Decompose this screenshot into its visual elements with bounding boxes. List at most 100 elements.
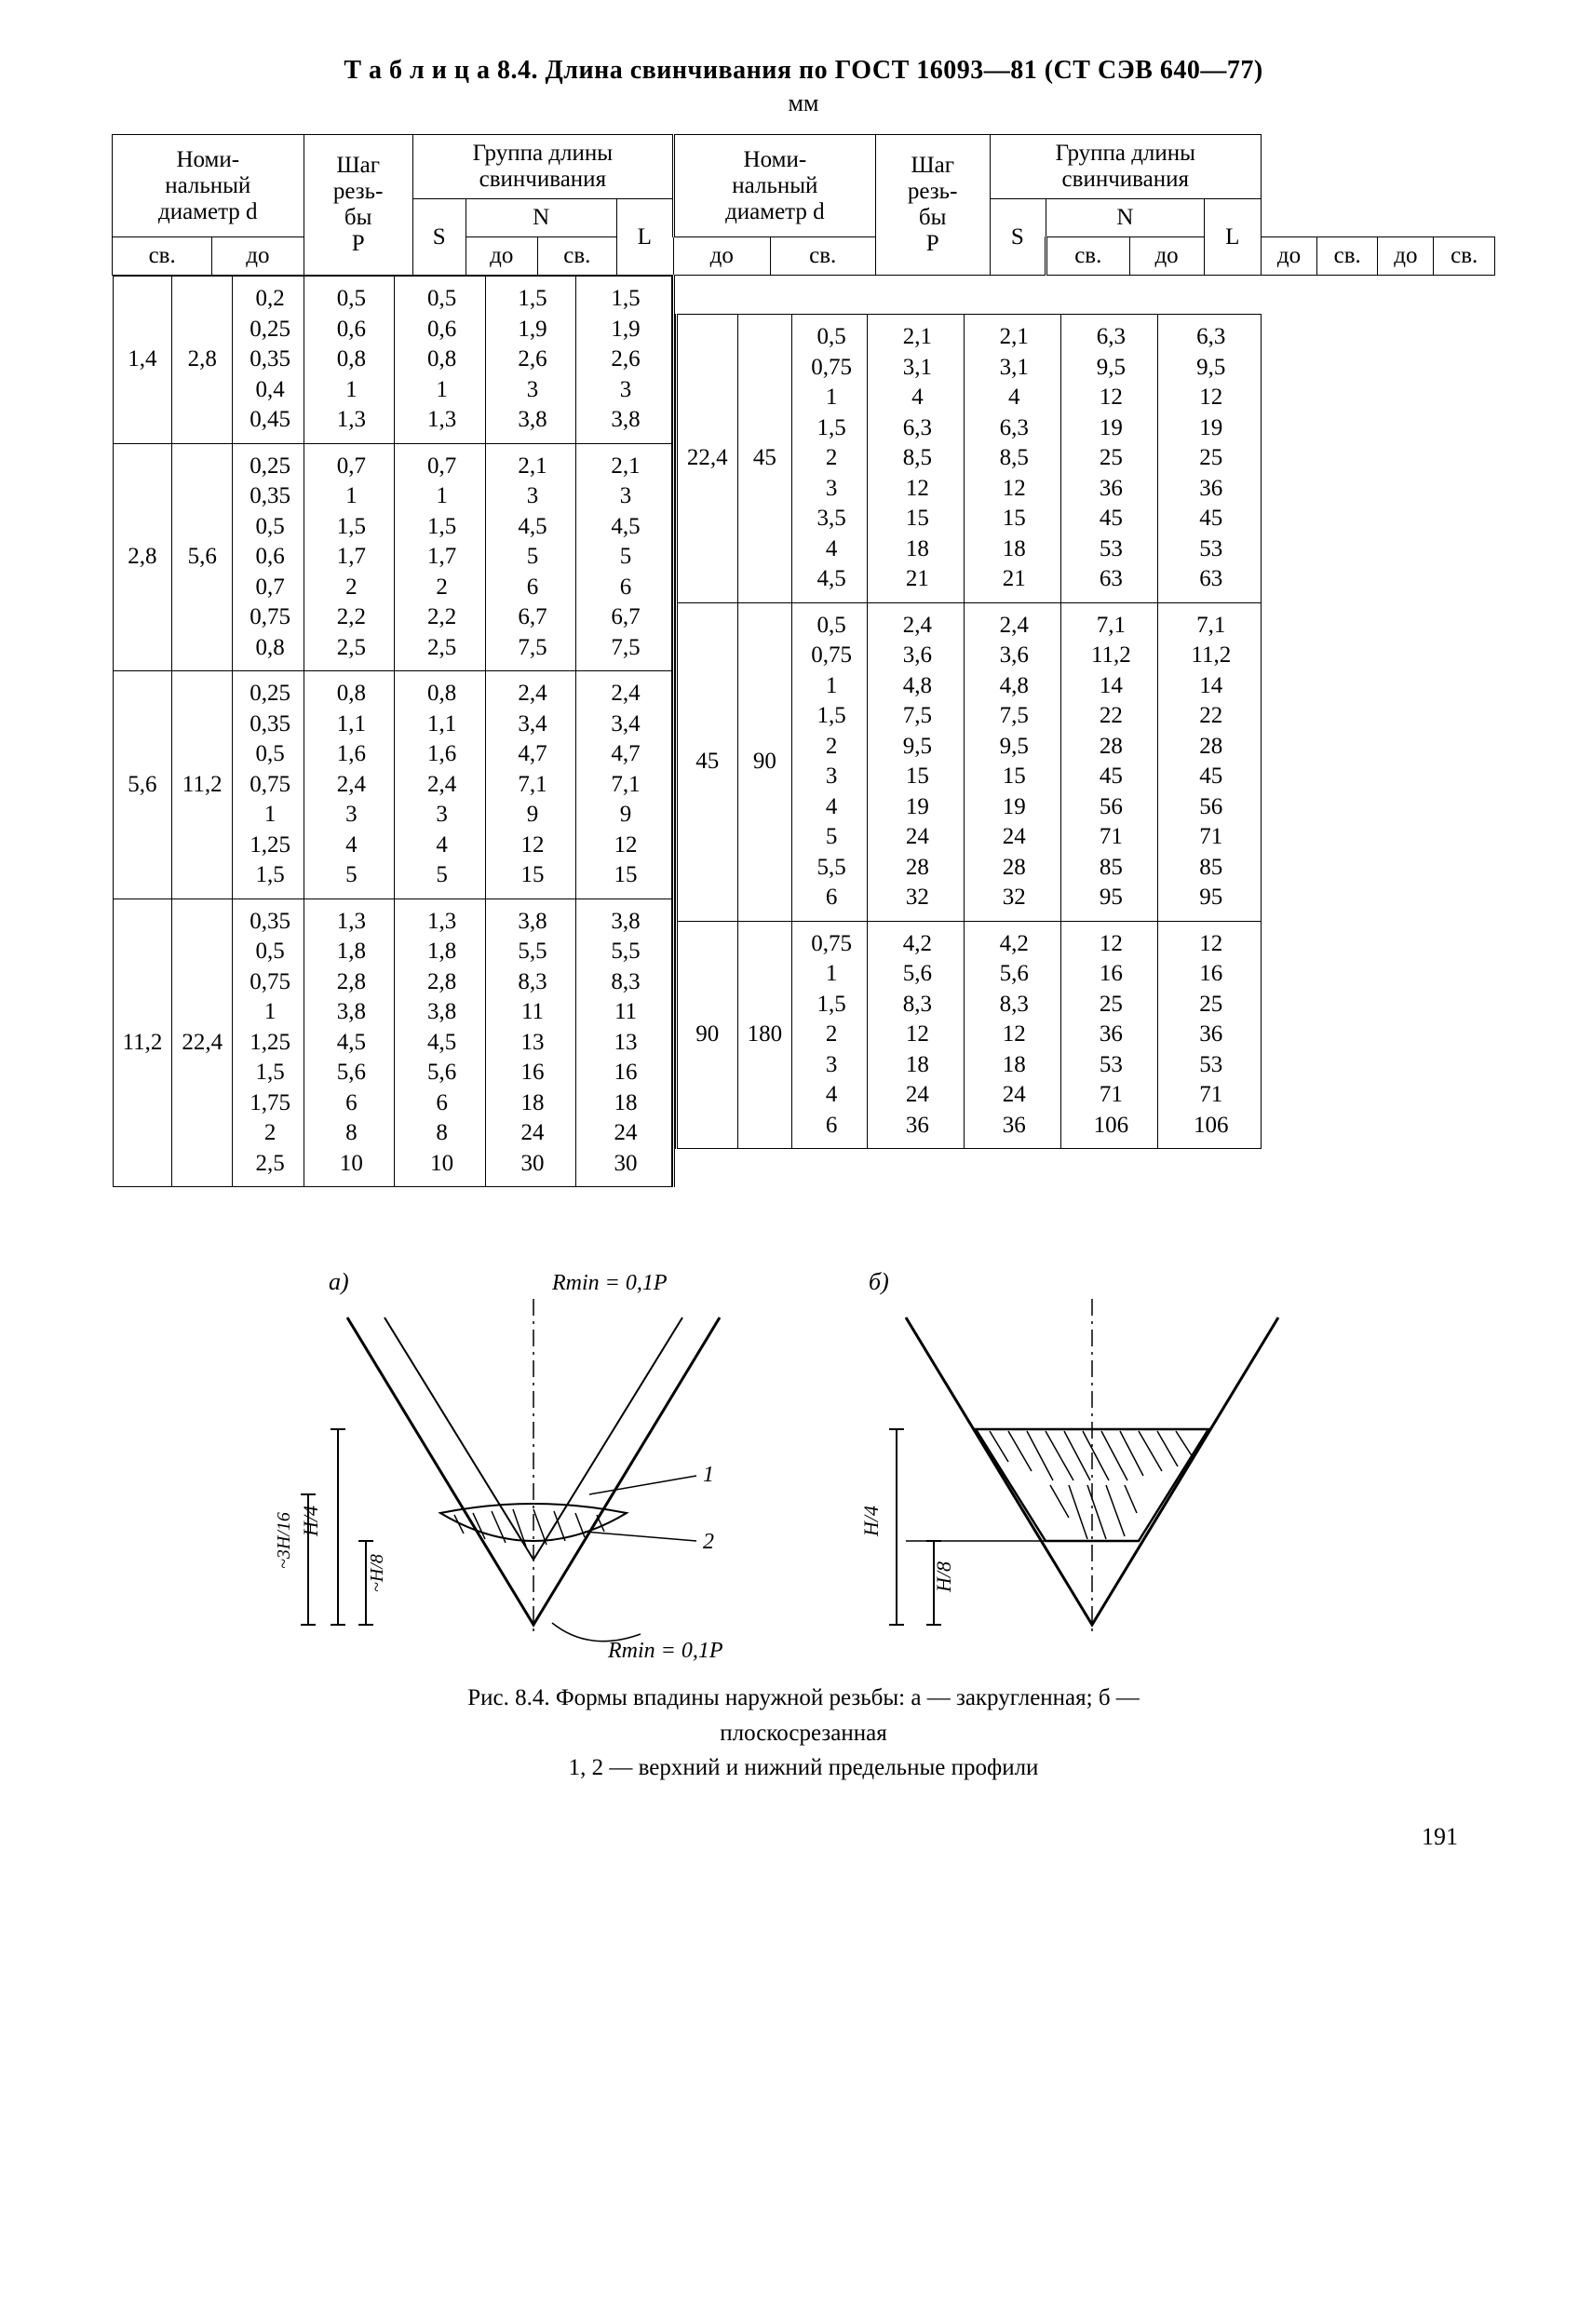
cell-L: 7,1 11,2 14 22 28 45 56 71 85 95: [1158, 602, 1261, 921]
hdr-nominal-d-left: Номи- нальный диаметр d: [113, 135, 304, 237]
hdr-sv-L-l: св.: [770, 237, 875, 276]
hdr-do-N-r: до: [1378, 237, 1434, 276]
cell-S: 0,8 1,1 1,6 2,4 3 4 5: [304, 671, 395, 899]
hdr-sv-d-left: св.: [113, 237, 212, 276]
hdr-group-right: Группа длины свинчивания: [990, 135, 1261, 199]
cell-d_sv: 22,4: [676, 315, 737, 603]
caption-line-3: 1, 2 — верхний и нижний предельные профи…: [112, 1750, 1495, 1786]
fig-a-ref1: 1: [703, 1463, 714, 1487]
cell-L: 2,4 3,4 4,7 7,1 9 12 15: [576, 671, 672, 899]
cell-P: 0,35 0,5 0,75 1 1,25 1,5 1,75 2 2,5: [233, 899, 304, 1187]
fig-a-ref2: 2: [703, 1530, 714, 1554]
hdr-S-right: S: [990, 199, 1046, 276]
cell-Nsv: 0,8 1,1 1,6 2,4 3 4 5: [395, 671, 485, 899]
hdr-do-S-l: до: [466, 237, 538, 276]
cell-d_do: 22,4: [172, 899, 233, 1187]
cell-Ndo: 6,3 9,5 12 19 25 36 45 53 63: [1060, 315, 1157, 603]
title-unit: мм: [112, 89, 1495, 117]
cell-d_sv: 5,6: [113, 671, 172, 899]
cell-S: 2,1 3,1 4 6,3 8,5 12 15 18 21: [868, 315, 965, 603]
caption-line-2: плоскосрезанная: [112, 1716, 1495, 1751]
page-number: 191: [112, 1823, 1495, 1851]
hdr-sv-N-r: св.: [1316, 237, 1378, 276]
left-block: 1,42,80,2 0,25 0,35 0,4 0,450,5 0,6 0,8 …: [113, 276, 672, 1187]
figure-a: a) Rmin = 0,1P 1 2 Rmin = 0,1P: [273, 1262, 794, 1662]
cell-Nsv: 2,1 3,1 4 6,3 8,5 12 15 18 21: [964, 315, 1060, 603]
table-title: Т а б л и ц а 8.4. Длина свинчивания по …: [112, 56, 1495, 86]
cell-Ndo: 2,4 3,4 4,7 7,1 9 12 15: [485, 671, 575, 899]
table-row: 11,222,40,35 0,5 0,75 1 1,25 1,5 1,75 2 …: [113, 899, 671, 1187]
cell-P: 0,2 0,25 0,35 0,4 0,45: [233, 277, 304, 444]
cell-d_sv: 90: [676, 921, 737, 1149]
right-block: 22,4450,5 0,75 1 1,5 2 3 3,5 4 4,52,1 3,…: [675, 314, 1262, 1149]
fig-a-H4: H/4: [299, 1506, 322, 1537]
cell-d_sv: 11,2: [113, 899, 172, 1187]
cell-d_do: 90: [737, 602, 792, 921]
cell-P: 0,5 0,75 1 1,5 2 3 4 5 5,5 6: [792, 602, 868, 921]
cell-S: 1,3 1,8 2,8 3,8 4,5 5,6 6 8 10: [304, 899, 395, 1187]
cell-d_do: 5,6: [172, 443, 233, 671]
table-row: 901800,75 1 1,5 2 3 4 64,2 5,6 8,3 12 18…: [676, 921, 1261, 1149]
cell-S: 0,7 1 1,5 1,7 2 2,2 2,5: [304, 443, 395, 671]
cell-Ndo: 7,1 11,2 14 22 28 45 56 71 85 95: [1060, 602, 1157, 921]
title-prefix: Т а б л и ц а 8.4.: [344, 56, 538, 85]
title-main: Длина свинчивания по ГОСТ 16093—81 (СТ С…: [545, 56, 1262, 85]
figure-b: б) H/4: [850, 1262, 1334, 1662]
cell-Ndo: 3,8 5,5 8,3 11 13 16 18 24 30: [485, 899, 575, 1187]
table-row: 5,611,20,25 0,35 0,5 0,75 1 1,25 1,50,8 …: [113, 671, 671, 899]
cell-d_do: 11,2: [172, 671, 233, 899]
hdr-do-S-r: до: [1262, 237, 1317, 276]
cell-d_sv: 1,4: [113, 277, 172, 444]
table-row: 1,42,80,2 0,25 0,35 0,4 0,450,5 0,6 0,8 …: [113, 277, 671, 444]
cell-L: 2,1 3 4,5 5 6 6,7 7,5: [576, 443, 672, 671]
fig-b-H4: H/4: [859, 1506, 883, 1537]
hdr-do-d-left: до: [212, 237, 304, 276]
cell-L: 3,8 5,5 8,3 11 13 16 18 24 30: [576, 899, 672, 1187]
cell-P: 0,75 1 1,5 2 3 4 6: [792, 921, 868, 1149]
table-row: 45900,5 0,75 1 1,5 2 3 4 5 5,5 62,4 3,6 …: [676, 602, 1261, 921]
hdr-L-left: L: [616, 199, 673, 276]
hdr-L-right: L: [1204, 199, 1261, 276]
figure-caption: Рис. 8.4. Формы впадины наружной резьбы:…: [112, 1681, 1495, 1786]
hdr-sv-d-right: св.: [1046, 237, 1129, 276]
cell-d_sv: 2,8: [113, 443, 172, 671]
cell-d_sv: 45: [676, 602, 737, 921]
cell-Ndo: 2,1 3 4,5 5 6 6,7 7,5: [485, 443, 575, 671]
cell-Ndo: 12 16 25 36 53 71 106: [1060, 921, 1157, 1149]
hdr-N-right: N: [1046, 199, 1205, 237]
figure-8-4: a) Rmin = 0,1P 1 2 Rmin = 0,1P: [112, 1262, 1495, 1662]
data-table: Номи- нальный диаметр d Шаг резь- бы P Г…: [112, 134, 1495, 1187]
hdr-pitch-left: Шаг резь- бы P: [304, 135, 412, 276]
hdr-N-left: N: [466, 199, 616, 237]
cell-P: 0,25 0,35 0,5 0,6 0,7 0,75 0,8: [233, 443, 304, 671]
fig-b-H8: H/8: [932, 1561, 955, 1593]
hdr-do-d-right: до: [1129, 237, 1204, 276]
hdr-S-left: S: [412, 199, 466, 276]
cell-L: 6,3 9,5 12 19 25 36 45 53 63: [1158, 315, 1261, 603]
fig-a-H8b: ~H/8: [367, 1554, 387, 1592]
cell-P: 0,5 0,75 1 1,5 2 3 3,5 4 4,5: [792, 315, 868, 603]
caption-line-1: Рис. 8.4. Формы впадины наружной резьбы:…: [112, 1681, 1495, 1716]
cell-L: 12 16 25 36 53 71 106: [1158, 921, 1261, 1149]
hdr-do-N-l: до: [673, 237, 770, 276]
cell-S: 4,2 5,6 8,3 12 18 24 36: [868, 921, 965, 1149]
cell-d_do: 2,8: [172, 277, 233, 444]
fig-a-rmin1: Rmin = 0,1P: [551, 1271, 668, 1295]
table-row: 22,4450,5 0,75 1 1,5 2 3 3,5 4 4,52,1 3,…: [676, 315, 1261, 603]
cell-Nsv: 0,7 1 1,5 1,7 2 2,2 2,5: [395, 443, 485, 671]
fig-a-3H16: ~3H/16: [274, 1512, 294, 1569]
fig-a-label: a): [329, 1268, 349, 1295]
cell-Nsv: 2,4 3,6 4,8 7,5 9,5 15 19 24 28 32: [964, 602, 1060, 921]
cell-d_do: 180: [737, 921, 792, 1149]
hdr-nominal-d-right: Номи- нальный диаметр d: [673, 135, 875, 237]
table-row: 2,85,60,25 0,35 0,5 0,6 0,7 0,75 0,80,7 …: [113, 443, 671, 671]
cell-S: 2,4 3,6 4,8 7,5 9,5 15 19 24 28 32: [868, 602, 965, 921]
hdr-sv-N-l: св.: [538, 237, 617, 276]
cell-Nsv: 1,3 1,8 2,8 3,8 4,5 5,6 6 8 10: [395, 899, 485, 1187]
cell-Nsv: 0,5 0,6 0,8 1 1,3: [395, 277, 485, 444]
fig-b-label: б): [869, 1268, 889, 1295]
cell-S: 0,5 0,6 0,8 1 1,3: [304, 277, 395, 444]
cell-L: 1,5 1,9 2,6 3 3,8: [576, 277, 672, 444]
fig-a-rmin2: Rmin = 0,1P: [607, 1639, 723, 1662]
cell-P: 0,25 0,35 0,5 0,75 1 1,25 1,5: [233, 671, 304, 899]
